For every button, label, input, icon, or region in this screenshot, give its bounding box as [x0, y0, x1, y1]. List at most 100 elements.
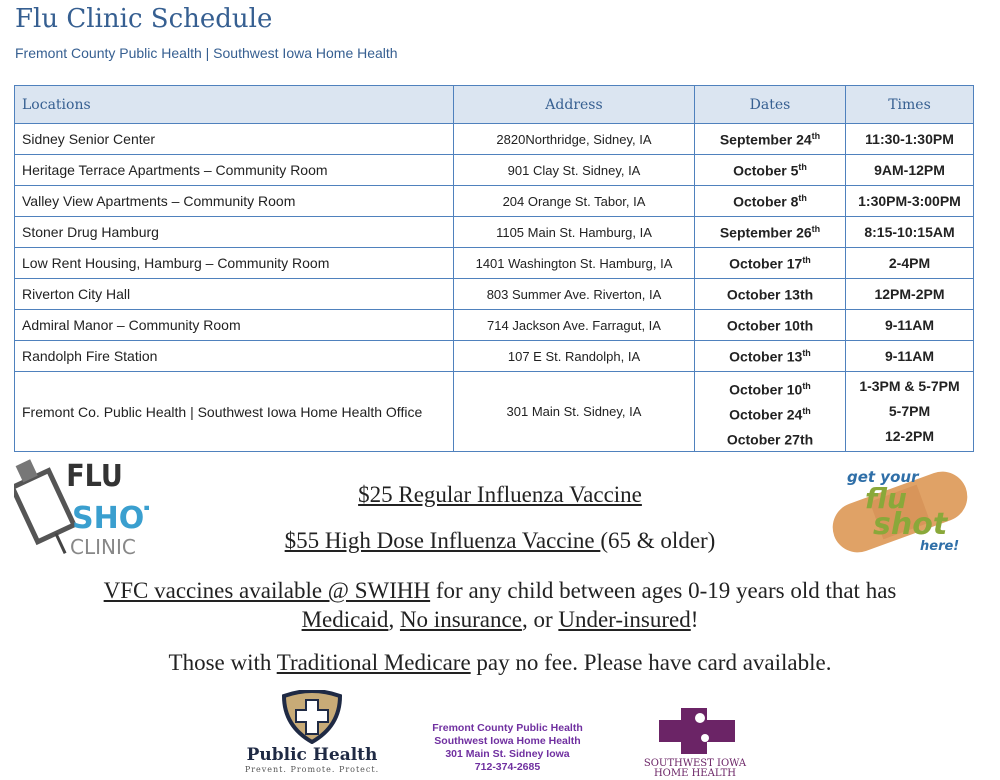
svg-text:CLINIC: CLINIC — [70, 535, 136, 558]
table-row: Sidney Senior Center 2820Northridge, Sid… — [14, 123, 974, 155]
table-row: Valley View Apartments – Community Room … — [14, 185, 974, 217]
address-cell: 1105 Main St. Hamburg, IA — [453, 216, 695, 248]
location-cell: Admiral Manor – Community Room — [14, 309, 454, 341]
time-text: 5-7PM — [888, 403, 931, 419]
svg-text:flu: flu — [865, 482, 907, 515]
table-row: Riverton City Hall 803 Summer Ave. River… — [14, 278, 974, 310]
public-health-tagline: Prevent. Promote. Protect. — [244, 765, 380, 774]
table-row: Heritage Terrace Apartments – Community … — [14, 154, 974, 186]
exclamation: ! — [690, 607, 699, 632]
public-health-name: Public Health — [246, 745, 378, 765]
schedule-table: Locations Address Dates Times Sidney Sen… — [14, 85, 974, 452]
syringe-icon — [14, 459, 78, 554]
bandage-icon — [832, 471, 968, 553]
page-title: Flu Clinic Schedule — [15, 4, 273, 34]
separator: , — [388, 607, 400, 632]
date-text: October 24 — [729, 406, 803, 423]
location-cell: Randolph Fire Station — [14, 340, 454, 372]
location-cell: Heritage Terrace Apartments – Community … — [14, 154, 454, 186]
date-cell: October 5th — [694, 154, 846, 186]
date-text: October 5 — [733, 162, 799, 179]
location-cell: Fremont Co. Public Health | Southwest Io… — [14, 371, 454, 452]
location-cell: Low Rent Housing, Hamburg – Community Ro… — [14, 247, 454, 279]
date-text: October 10 — [729, 381, 803, 398]
address-cell: 204 Orange St. Tabor, IA — [453, 185, 695, 217]
time-text: 12-2PM — [884, 428, 935, 444]
column-header-dates: Dates — [694, 85, 846, 124]
svg-text:FLU: FLU — [66, 459, 123, 494]
location-cell: Stoner Drug Hamburg — [14, 216, 454, 248]
date-text: October 13 — [729, 348, 803, 365]
date-cell: October 8th — [694, 185, 846, 217]
date-suffix: th — [811, 223, 821, 234]
address-cell: 803 Summer Ave. Riverton, IA — [453, 278, 695, 310]
date-cell: October 13th — [694, 340, 846, 372]
address-cell: 301 Main St. Sidney, IA — [453, 371, 695, 452]
shield-cross-icon — [281, 689, 343, 745]
date-cell: October 10th October 24th October 27th — [694, 371, 846, 452]
southwest-line1: SOUTHWEST IOWA — [643, 758, 747, 769]
date-cell: October 13th — [694, 278, 846, 310]
column-header-locations: Locations — [14, 85, 454, 124]
medicaid-link[interactable]: Medicaid — [301, 607, 389, 632]
table-row: Admiral Manor – Community Room 714 Jacks… — [14, 309, 974, 341]
location-cell: Sidney Senior Center — [14, 123, 454, 155]
high-dose-note: (65 & older) — [600, 528, 716, 553]
date-cell: October 17th — [694, 247, 846, 279]
column-header-address: Address — [453, 85, 695, 124]
time-cell: 2-4PM — [845, 247, 974, 279]
address-cell: 714 Jackson Ave. Farragut, IA — [453, 309, 695, 341]
date-suffix: th — [802, 381, 811, 391]
table-row: Fremont Co. Public Health | Southwest Io… — [14, 371, 974, 452]
table-row: Stoner Drug Hamburg 1105 Main St. Hambur… — [14, 216, 974, 248]
vfc-link[interactable]: VFC vaccines available @ SWIHH — [103, 578, 431, 603]
contact-line: 301 Main St. Sidney Iowa — [445, 748, 570, 760]
date-text: October 13th — [726, 286, 814, 303]
under-insured-link[interactable]: Under-insured — [558, 607, 691, 632]
contact-line: Fremont County Public Health — [432, 722, 583, 734]
address-cell: 2820Northridge, Sidney, IA — [453, 123, 695, 155]
date-suffix: th — [811, 130, 821, 141]
time-cell: 1:30PM-3:00PM — [845, 185, 974, 217]
no-insurance-link[interactable]: No insurance — [399, 607, 522, 632]
page-subtitle: Fremont County Public Health | Southwest… — [15, 45, 398, 61]
svg-text:get your: get your — [847, 468, 920, 486]
date-suffix: th — [798, 192, 807, 203]
high-dose-price-line: $55 High Dose Influenza Vaccine (65 & ol… — [0, 528, 1000, 554]
time-cell: 9-11AM — [845, 309, 974, 341]
date-suffix: th — [802, 254, 811, 265]
southwest-line2: HOME HEALTH — [653, 768, 737, 779]
flu-shot-clinic-logo: FLU SHOT CLINIC — [14, 459, 149, 558]
time-cell: 8:15-10:15AM — [845, 216, 974, 248]
separator: , or — [521, 607, 559, 632]
date-text: October 27th — [726, 431, 814, 448]
date-cell: September 26th — [694, 216, 846, 248]
date-cell: October 10th — [694, 309, 846, 341]
contact-block: Fremont County Public Health Southwest I… — [400, 722, 615, 774]
contact-phone: 712-374-2685 — [474, 761, 541, 773]
public-health-logo: Public Health Prevent. Promote. Protect. — [232, 689, 392, 774]
time-cell: 1-3PM & 5-7PM 5-7PM 12-2PM — [845, 371, 974, 452]
vfc-text: for any child between ages 0-19 years ol… — [430, 578, 897, 603]
date-text: September 26 — [719, 224, 812, 241]
contact-line: Southwest Iowa Home Health — [434, 735, 581, 747]
location-cell: Valley View Apartments – Community Room — [14, 185, 454, 217]
table-header-row: Locations Address Dates Times — [14, 85, 974, 124]
date-text: October 8 — [733, 193, 799, 210]
time-cell: 9AM-12PM — [845, 154, 974, 186]
date-suffix: th — [802, 347, 811, 358]
table-row: Low Rent Housing, Hamburg – Community Ro… — [14, 247, 974, 279]
address-cell: 1401 Washington St. Hamburg, IA — [453, 247, 695, 279]
medicare-post: pay no fee. Please have card available. — [470, 650, 832, 675]
svg-text:here!: here! — [920, 539, 959, 554]
svg-text:shot: shot — [873, 507, 949, 542]
southwest-iowa-home-health-logo: SOUTHWEST IOWA HOME HEALTH — [630, 708, 760, 779]
location-cell: Riverton City Hall — [14, 278, 454, 310]
address-cell: 107 E St. Randolph, IA — [453, 340, 695, 372]
time-cell: 9-11AM — [845, 340, 974, 372]
purple-cross-icon — [659, 708, 735, 754]
medicare-link[interactable]: Traditional Medicare — [276, 650, 471, 675]
regular-price-text: $25 Regular Influenza Vaccine — [358, 482, 642, 507]
date-text: September 24 — [719, 131, 812, 148]
svg-text:SHOT: SHOT — [72, 501, 149, 536]
